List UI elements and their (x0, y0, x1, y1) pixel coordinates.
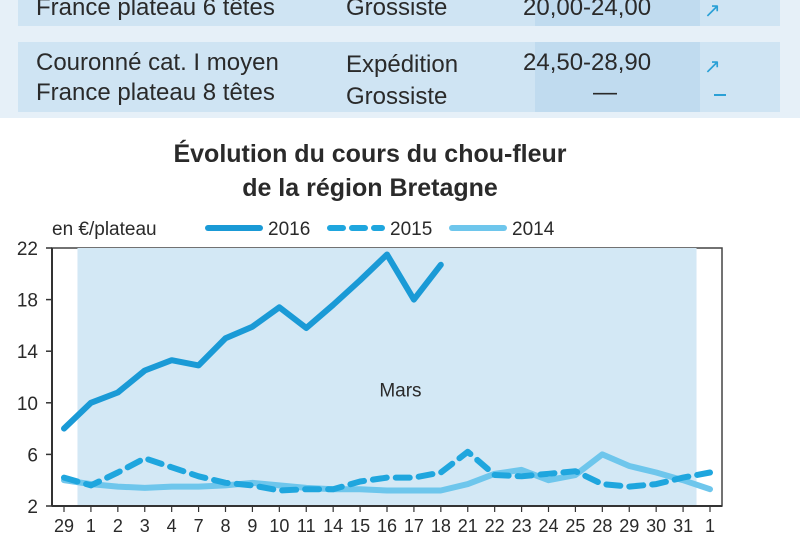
market-label: Grossiste (346, 83, 448, 110)
x-tick-label: 25 (565, 516, 585, 536)
x-tick-label: 1 (86, 516, 96, 536)
x-tick-label: 24 (538, 516, 558, 536)
x-tick-label: 29 (619, 516, 639, 536)
x-tick-label: 11 (297, 516, 316, 536)
x-tick-label: 30 (646, 516, 666, 536)
x-tick-label: 4 (167, 516, 177, 536)
chart-subtitle: de la région Bretagne (242, 174, 498, 202)
price-value: — (593, 79, 617, 106)
table-row: France plateau 6 têtes Grossiste 20,00-2… (18, 0, 780, 26)
product-label: France plateau 6 têtes (36, 0, 275, 21)
x-tick-label: 22 (485, 516, 505, 536)
chart-title: Évolution du cours du chou-fleur (173, 140, 567, 168)
trend-up-icon: ↗ (704, 56, 721, 78)
trend-stable-icon (714, 94, 726, 96)
trend-up-icon: ↗ (704, 0, 721, 22)
market-label: Expédition (346, 51, 459, 78)
price-column (535, 0, 700, 26)
x-tick-label: 31 (673, 516, 693, 536)
x-tick-label: 21 (458, 516, 478, 536)
market-label: Grossiste (346, 0, 448, 21)
y-tick-label: 2 (27, 497, 38, 518)
x-tick-label: 3 (140, 516, 150, 536)
y-tick-label: 10 (17, 394, 38, 415)
product-label: Couronné cat. I moyen (36, 49, 279, 76)
x-tick-label: 1 (705, 516, 715, 536)
x-tick-label: 15 (350, 516, 370, 536)
x-tick-label: 16 (377, 516, 397, 536)
x-tick-label: 17 (404, 516, 424, 536)
x-tick-label: 29 (54, 516, 74, 536)
price-value: 24,50-28,90 (523, 49, 652, 76)
x-tick-label: 7 (194, 516, 204, 536)
band-label: Mars (379, 380, 421, 401)
legend-label-2014: 2014 (512, 219, 555, 240)
product-label: France plateau 8 têtes (36, 79, 275, 106)
legend-label-2016: 2016 (268, 219, 310, 240)
price-value: 20,00-24,00 (523, 0, 652, 21)
x-tick-label: 2 (113, 516, 123, 536)
y-tick-label: 22 (17, 239, 38, 260)
price-column (535, 42, 700, 112)
x-tick-label: 8 (220, 516, 230, 536)
series-line-2014 (61, 451, 713, 494)
x-tick-label: 10 (269, 516, 289, 536)
x-tick-label: 9 (247, 516, 257, 536)
table-row: Couronné cat. I moyen France plateau 8 t… (18, 42, 780, 112)
x-tick-label: 23 (512, 516, 532, 536)
y-tick-label: 6 (27, 445, 38, 466)
price-table: France plateau 6 têtes Grossiste 20,00-2… (0, 0, 800, 118)
x-tick-label: 14 (323, 516, 343, 536)
x-tick-label: 18 (431, 516, 451, 536)
y-tick-label: 18 (17, 291, 38, 312)
x-tick-label: 28 (592, 516, 612, 536)
y-axis-label: en €/plateau (52, 219, 157, 240)
series-line-2016 (61, 251, 444, 432)
series-line-2015 (61, 448, 713, 494)
y-tick-label: 14 (17, 342, 39, 363)
legend-label-2015: 2015 (390, 219, 432, 240)
